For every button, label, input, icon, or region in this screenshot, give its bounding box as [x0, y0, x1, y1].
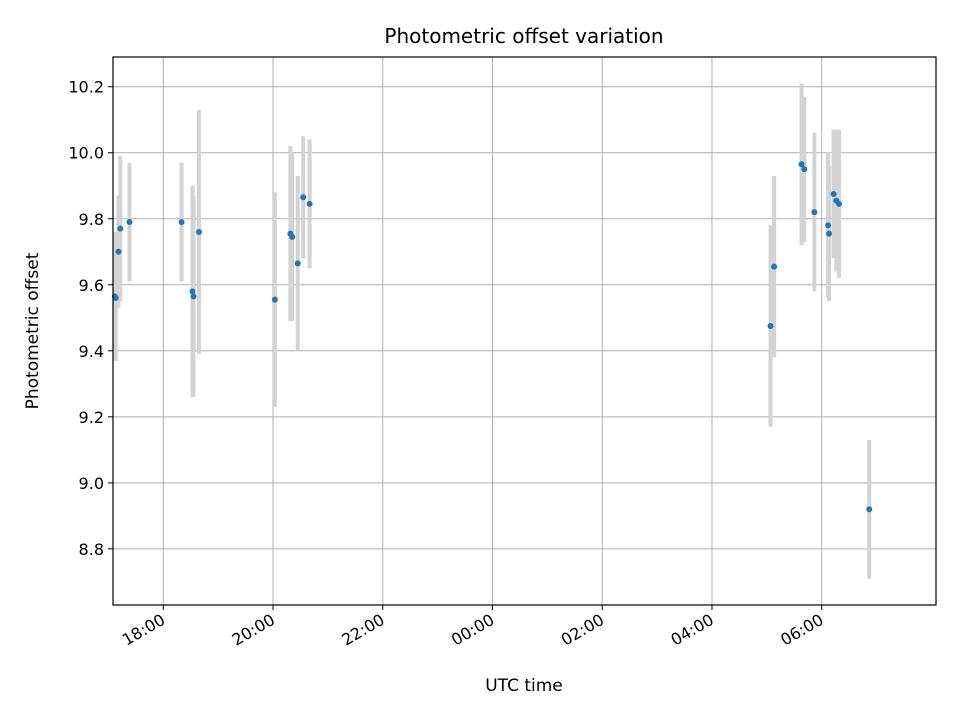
data-point — [767, 323, 774, 330]
plot-frame — [112, 56, 937, 606]
data-point — [801, 166, 808, 173]
data-point — [825, 222, 832, 229]
data-point — [300, 194, 307, 201]
y-tick-label: 8.8 — [79, 540, 104, 559]
y-axis-title: Photometric offset — [23, 252, 43, 409]
y-tick-label: 9.4 — [79, 342, 104, 361]
data-point — [117, 225, 124, 232]
data-point — [306, 200, 313, 207]
chart-title: Photometric offset variation — [384, 24, 663, 48]
data-point — [294, 260, 301, 267]
y-axis: 8.8 9.0 9.2 9.4 9.6 9.8 10.0 10.2 — [68, 78, 113, 559]
data-points — [111, 161, 873, 513]
grid — [113, 57, 936, 605]
data-point — [126, 219, 133, 226]
y-tick-label: 9.0 — [79, 474, 104, 493]
data-point — [271, 296, 278, 303]
y-tick-label: 10.0 — [68, 144, 104, 163]
data-point — [289, 233, 296, 240]
data-point — [190, 293, 197, 300]
data-point — [866, 506, 873, 513]
data-point — [798, 161, 805, 168]
y-tick-label: 9.2 — [79, 408, 104, 427]
y-tick-label: 10.2 — [68, 78, 104, 97]
y-tick-label: 9.6 — [79, 276, 104, 295]
data-point — [826, 230, 833, 237]
data-point — [195, 228, 202, 235]
data-point — [836, 200, 843, 207]
data-point — [811, 209, 818, 216]
data-point — [189, 288, 196, 295]
data-point — [112, 294, 119, 301]
data-point — [178, 219, 185, 226]
data-point — [115, 248, 122, 255]
data-point — [771, 263, 778, 270]
data-point — [830, 191, 837, 197]
y-tick-label: 9.8 — [79, 210, 104, 229]
x-axis-title: UTC time — [485, 676, 563, 696]
